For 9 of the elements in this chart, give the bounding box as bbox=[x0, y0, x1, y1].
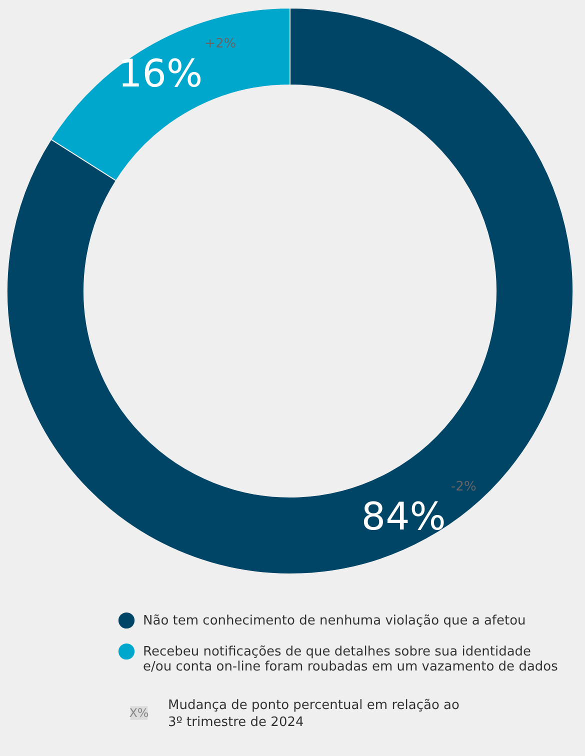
data-label: 84% bbox=[361, 494, 446, 538]
text: X% bbox=[129, 706, 149, 720]
legend-label: Não tem conhecimento de nenhuma violação que a afetou bbox=[143, 614, 526, 628]
text: +2% bbox=[204, 36, 236, 52]
data-label: 16% bbox=[118, 52, 203, 96]
legend-label: Recebeu notificações de que detalhes sobre sua identidade e/ou conta on-line foram roubadas em um vazamento de dados bbox=[143, 644, 558, 674]
text: -2% bbox=[450, 479, 476, 494]
text: Mudança de ponto percentual em relação ao 3º trimestre de 2024 bbox=[168, 698, 460, 730]
donut-slice bbox=[6, 8, 574, 574]
